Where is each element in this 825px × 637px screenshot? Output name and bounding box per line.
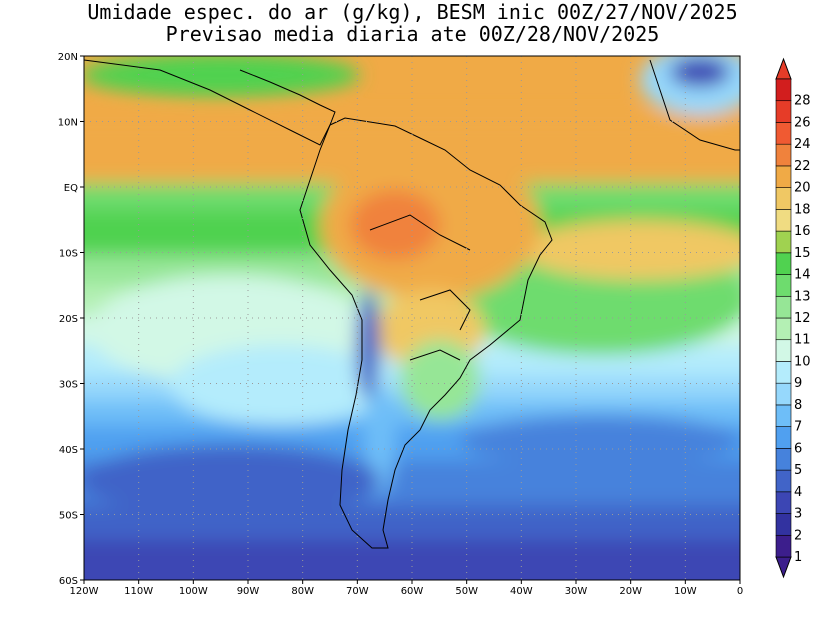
colorbar-swatch	[775, 448, 792, 471]
colorbar-label: 20	[794, 181, 811, 196]
lon-tick-label: 80W	[291, 586, 314, 597]
colorbar-label: 24	[794, 137, 811, 152]
lon-tick-label: 120W	[70, 586, 99, 597]
latitude-axis: 20N 10N EQ 10S 20S 30S 40S 50S 60S	[58, 52, 84, 587]
longitude-axis: 120W 110W 100W 90W 80W 70W 60W 50W 40W 30W 20W 10W 0	[70, 580, 743, 597]
colorbar-swatch	[775, 143, 792, 167]
lon-tick-label: 10W	[674, 586, 697, 597]
map-title-line-2: Previsao media diaria ate 00Z/28/NOV/202…	[165, 22, 660, 46]
colorbar-swatch	[775, 78, 792, 102]
colorbar-swatch	[775, 491, 792, 514]
colorbar-label: 15	[794, 246, 811, 261]
colorbar-swatch	[775, 469, 792, 493]
colorbar-label: 14	[794, 268, 811, 283]
colorbar-label: 18	[794, 202, 811, 217]
lat-tick-label: EQ	[64, 183, 78, 194]
colorbar-swatch	[775, 513, 792, 536]
colorbar-label: 9	[794, 376, 802, 391]
lon-tick-label: 0	[737, 586, 743, 597]
coastlines	[84, 59, 740, 549]
colorbar-swatch	[775, 100, 792, 123]
colorbar-swatch	[775, 339, 792, 362]
lat-tick-label: 20S	[59, 314, 78, 325]
colorbar-label: 1	[794, 550, 802, 565]
colorbar-swatch	[775, 382, 792, 406]
colorbar-label: 22	[794, 159, 811, 174]
colorbar-label: 7	[794, 420, 802, 435]
lat-tick-label: 30S	[59, 380, 78, 391]
colorbar-label: 12	[794, 311, 811, 326]
colorbar-swatch	[775, 274, 792, 297]
colorbar-swatch	[775, 165, 792, 188]
colorbar-label: 2	[794, 528, 802, 543]
colorbar-label: 16	[794, 224, 811, 239]
colorbar-label: 11	[794, 333, 811, 348]
lon-tick-label: 90W	[237, 586, 260, 597]
colorbar-swatch	[775, 361, 792, 384]
colorbar-label: 8	[794, 398, 802, 413]
colorbar-label: 28	[794, 94, 811, 109]
colorbar-swatch	[775, 404, 792, 427]
colorbar-swatch	[775, 230, 792, 254]
colorbar-label: 10	[794, 354, 811, 369]
lon-tick-label: 100W	[179, 586, 208, 597]
lat-tick-label: 50S	[59, 511, 78, 522]
colorbar-swatch	[775, 534, 792, 558]
lat-tick-label: 20N	[58, 52, 78, 63]
colorbar-swatch	[775, 187, 792, 210]
colorbar-below-arrow	[775, 556, 792, 579]
lon-tick-label: 50W	[455, 586, 478, 597]
colorbar-label: 13	[794, 289, 811, 304]
lon-tick-label: 30W	[565, 586, 588, 597]
colorbar-swatch	[775, 317, 792, 341]
colorbar-swatch	[775, 426, 792, 449]
colorbar-swatch	[775, 252, 792, 275]
lat-tick-label: 60S	[59, 576, 78, 587]
lat-tick-label: 40S	[59, 445, 78, 456]
colorbar-swatch	[775, 122, 792, 145]
colorbar-label: 26	[794, 115, 811, 130]
colorbar-above-arrow	[775, 57, 792, 80]
lon-tick-label: 40W	[510, 586, 533, 597]
graticule	[84, 56, 740, 580]
colorbar-label: 3	[794, 507, 802, 522]
colorbar-swatch	[775, 295, 792, 319]
lat-tick-label: 10S	[59, 249, 78, 260]
colorbar-label: 6	[794, 441, 802, 456]
lon-tick-label: 110W	[124, 586, 153, 597]
lon-tick-label: 20W	[619, 586, 642, 597]
colorbar-label: 4	[794, 485, 802, 500]
lon-tick-label: 70W	[346, 586, 369, 597]
lon-tick-label: 60W	[401, 586, 424, 597]
map-title-line-1: Umidade espec. do ar (g/kg), BESM inic 0…	[87, 0, 738, 24]
lat-tick-label: 10N	[58, 118, 78, 129]
humidity-field	[84, 56, 740, 580]
colorbar-label: 5	[794, 463, 802, 478]
colorbar-swatch	[775, 209, 792, 232]
